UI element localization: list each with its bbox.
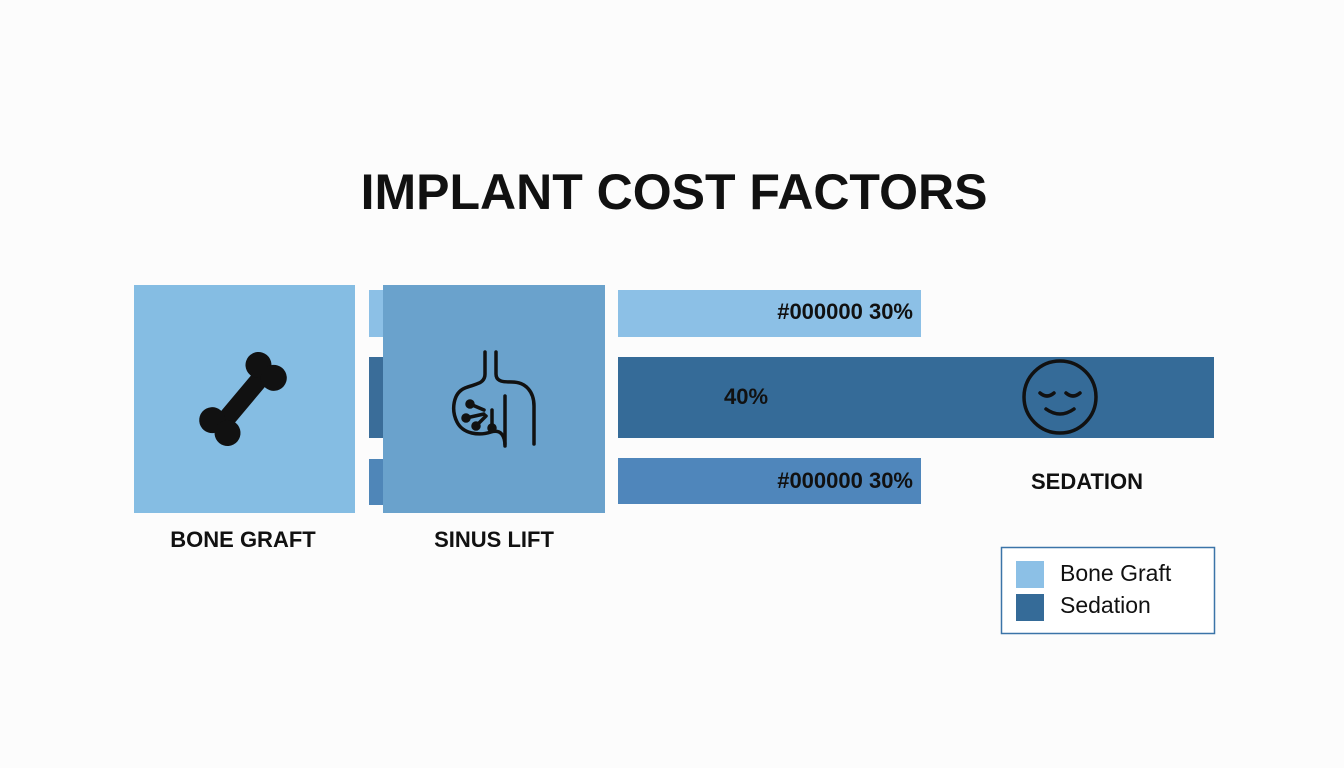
bar-label: 40% [724,384,768,409]
organ-icon [451,350,536,448]
bar-label: #000000 30% [777,468,913,493]
legend-swatch [1016,594,1044,621]
bone-icon [199,351,287,447]
legend-swatch [1016,561,1044,588]
bar [618,290,921,337]
bar [618,357,1214,438]
sedation-label: SEDATION [1031,469,1143,494]
card [383,285,605,513]
card-label: BONE GRAFT [170,527,316,552]
legend-label: Bone Graft [1060,560,1172,586]
card-label: SINUS LIFT [434,527,554,552]
bar [618,458,921,504]
legend-label: Sedation [1060,592,1151,618]
title: IMPLANT COST FACTORS [361,164,988,220]
bar-label: #000000 30% [777,299,913,324]
face-icon [1022,359,1098,435]
